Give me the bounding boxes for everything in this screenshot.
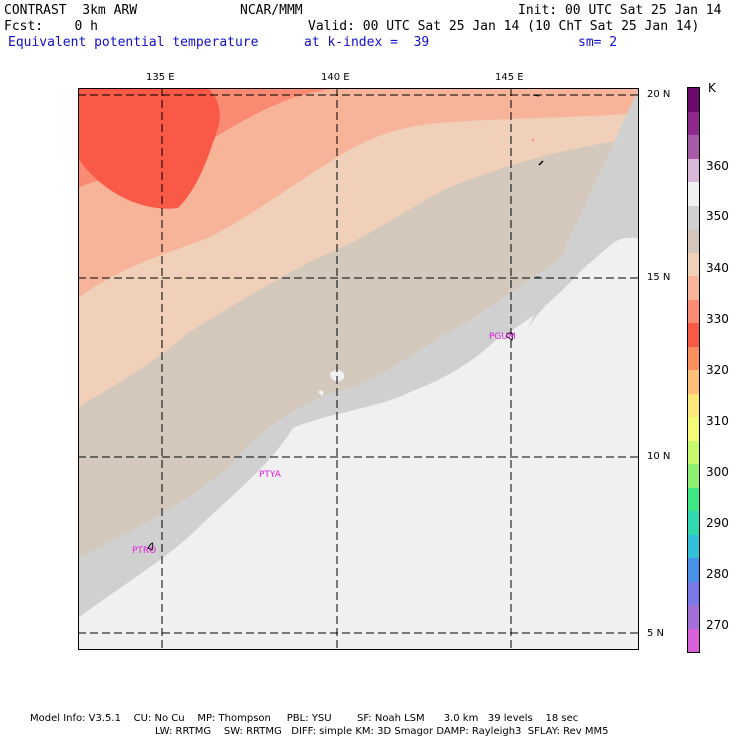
colorbar-swatch bbox=[688, 393, 699, 417]
colorbar-label-300: 300 bbox=[706, 465, 729, 479]
model-title: CONTRAST 3km ARW bbox=[4, 3, 138, 18]
lon-label-145: 145 E bbox=[495, 72, 524, 83]
lon-label-135: 135 E bbox=[146, 72, 175, 83]
colorbar-swatch bbox=[688, 158, 699, 182]
lat-label-5: 5 N bbox=[647, 628, 665, 639]
theta-e-map bbox=[78, 88, 639, 650]
colorbar-swatch bbox=[688, 605, 699, 629]
footer-physics-info: LW: RRTMG SW: RRTMG DIFF: simple KM: 3D … bbox=[155, 726, 609, 737]
colorbar bbox=[687, 87, 700, 653]
valid-time: Valid: 00 UTC Sat 25 Jan 14 (10 ChT Sat … bbox=[308, 19, 700, 34]
colorbar-label-350: 350 bbox=[706, 209, 729, 223]
colorbar-label-270: 270 bbox=[706, 618, 729, 632]
colorbar-swatch bbox=[688, 534, 699, 558]
colorbar-swatch bbox=[688, 276, 699, 300]
colorbar-swatch bbox=[688, 346, 699, 370]
colorbar-swatch bbox=[688, 558, 699, 582]
organization: NCAR/MMM bbox=[240, 3, 303, 18]
colorbar-swatch bbox=[688, 323, 699, 347]
colorbar-swatch bbox=[688, 464, 699, 488]
colorbar-label-290: 290 bbox=[706, 516, 729, 530]
map-frame bbox=[78, 88, 639, 650]
smoothing-info: sm= 2 bbox=[578, 35, 618, 50]
colorbar-swatch bbox=[688, 511, 699, 535]
colorbar-label-310: 310 bbox=[706, 414, 729, 428]
colorbar-unit: K bbox=[708, 81, 716, 95]
colorbar-swatch bbox=[688, 88, 699, 112]
colorbar-label-320: 320 bbox=[706, 363, 729, 377]
island-patch bbox=[318, 390, 324, 396]
island-patch bbox=[330, 370, 345, 382]
colorbar-swatch bbox=[688, 205, 699, 229]
field-name: Equivalent potential temperature bbox=[8, 35, 259, 50]
lat-lon-grid bbox=[78, 88, 639, 650]
island-outline bbox=[538, 160, 544, 166]
region-335 bbox=[78, 88, 639, 298]
colorbar-swatch bbox=[688, 252, 699, 276]
station-pgum: PGUM bbox=[489, 332, 516, 342]
forecast-hour: Fcst: 0 h bbox=[4, 19, 98, 34]
region-below-350-east bbox=[528, 88, 639, 328]
island-outline bbox=[505, 332, 513, 341]
lat-label-10: 10 N bbox=[647, 451, 671, 462]
station-ptya: PTYA bbox=[259, 470, 281, 480]
colorbar-label-330: 330 bbox=[706, 312, 729, 326]
region-below-350-south bbox=[78, 233, 639, 650]
colorbar-swatch bbox=[688, 417, 699, 441]
init-time: Init: 00 UTC Sat 25 Jan 14 bbox=[518, 3, 722, 18]
colorbar-label-360: 360 bbox=[706, 159, 729, 173]
colorbar-swatch bbox=[688, 111, 699, 135]
footer-model-info: Model Info: V3.5.1 CU: No Cu MP: Thompso… bbox=[30, 713, 579, 724]
level-info: at k-index = 39 bbox=[304, 35, 430, 50]
lon-label-140: 140 E bbox=[321, 72, 350, 83]
colorbar-swatch bbox=[688, 440, 699, 464]
colorbar-swatch bbox=[688, 229, 699, 253]
colorbar-swatch bbox=[688, 370, 699, 394]
station-ptro: PTRO bbox=[132, 546, 157, 556]
lat-label-20: 20 N bbox=[647, 89, 671, 100]
colorbar-swatch bbox=[688, 299, 699, 323]
colorbar-label-340: 340 bbox=[706, 261, 729, 275]
colorbar-swatch bbox=[688, 487, 699, 511]
colorbar-swatch bbox=[688, 628, 699, 652]
colorbar-swatch bbox=[688, 182, 699, 206]
lat-label-15: 15 N bbox=[647, 272, 671, 283]
colorbar-label-280: 280 bbox=[706, 567, 729, 581]
island-marker bbox=[531, 138, 535, 142]
island-outline bbox=[147, 542, 154, 551]
colorbar-swatch bbox=[688, 135, 699, 159]
region-325 bbox=[78, 88, 220, 209]
colorbar-swatch bbox=[688, 581, 699, 605]
